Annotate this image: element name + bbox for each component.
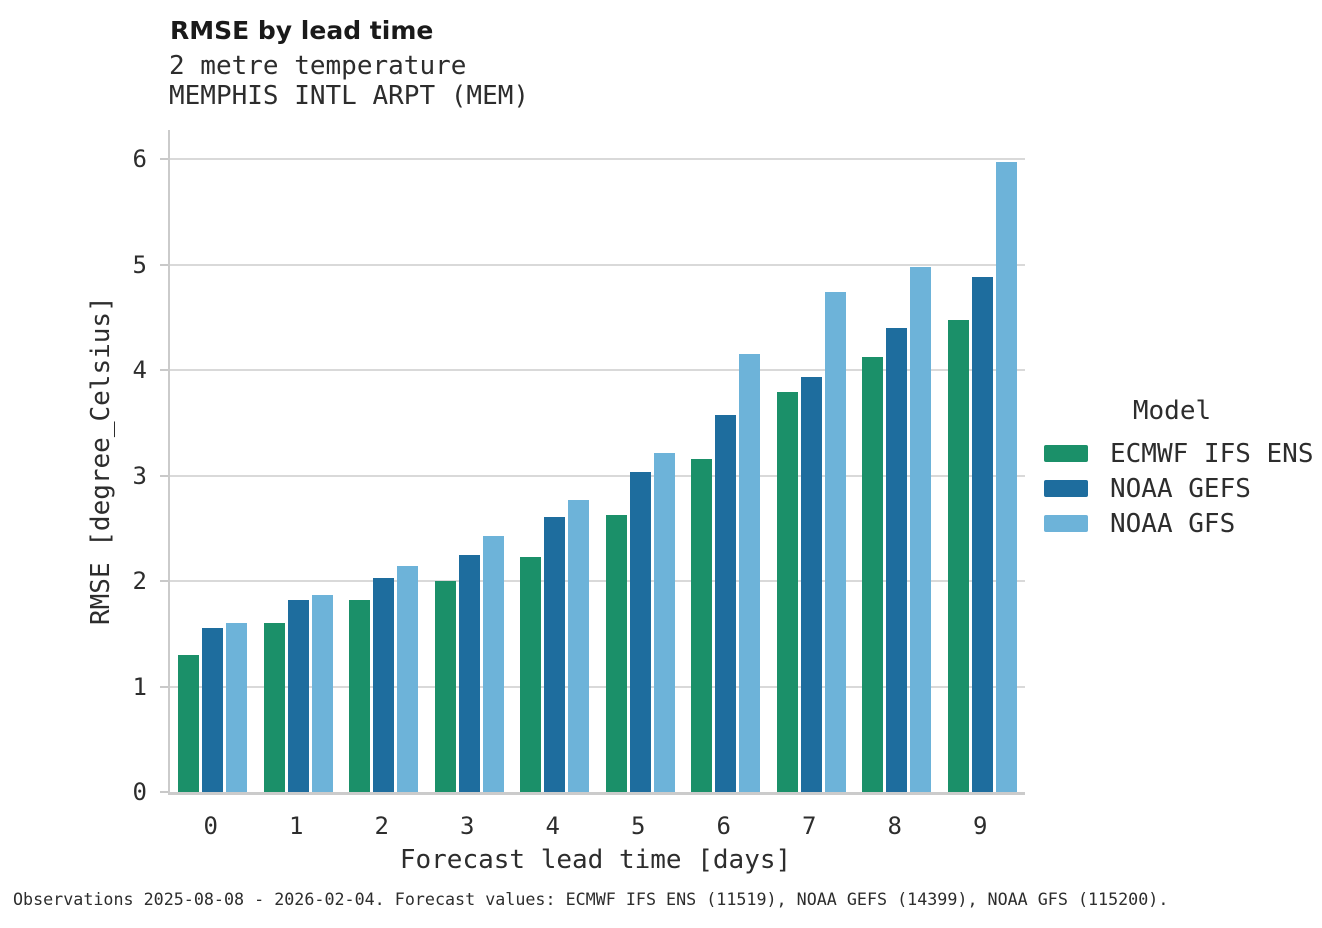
x-tick-labels: 0 1 2 3 4 5 6 7 8 9	[168, 812, 1023, 840]
y-tick-mark-6	[160, 158, 168, 160]
bar-noaa-gfs-day-2	[397, 566, 419, 792]
y-tick-label-4: 4	[132, 356, 147, 384]
gridline-y-5	[170, 263, 1025, 266]
legend-entries: ECMWF IFS ENS NOAA GEFS NOAA GFS	[1044, 436, 1314, 541]
bar-noaa-gfs-day-5	[653, 453, 675, 792]
legend-title: Model	[1132, 396, 1212, 426]
bar-ecmwf-ifs-ens-day-8	[862, 357, 883, 792]
chart-title: RMSE by lead time	[170, 16, 434, 45]
bar-noaa-gfs-day-4	[568, 499, 590, 792]
y-tick-label-1: 1	[132, 672, 147, 701]
bar-noaa-gfs-day-9	[995, 162, 1017, 792]
legend-entry-noaa-gfs: NOAA GFS	[1044, 506, 1300, 541]
legend-entry-noaa-gefs: NOAA GEFS	[1044, 471, 1300, 506]
y-tick-mark-0	[160, 791, 168, 793]
gridline-y-4	[170, 369, 1025, 371]
x-tick-label-8: 8	[887, 812, 902, 840]
legend-entry-ecmwf-ifs-ens: ECMWF IFS ENS	[1044, 436, 1314, 471]
y-tick-mark-5	[160, 263, 168, 266]
bar-noaa-gfs-day-3	[482, 535, 504, 792]
bar-ecmwf-ifs-ens-day-1	[263, 623, 285, 792]
chart-subtitle: 2 metre temperature MEMPHIS INTL ARPT (M…	[169, 51, 530, 111]
y-tick-mark-3	[160, 474, 168, 477]
bar-ecmwf-ifs-ens-day-9	[947, 320, 969, 792]
plot-area	[168, 130, 1025, 795]
bar-noaa-gfs-day-0	[226, 623, 248, 792]
x-axis-label: Forecast lead time [days]	[399, 845, 792, 875]
bar-noaa-gefs-day-5	[629, 472, 651, 792]
bar-noaa-gfs-day-6	[739, 354, 761, 792]
gridline-y-3	[170, 474, 1025, 477]
bar-noaa-gefs-day-1	[287, 600, 309, 792]
bar-noaa-gfs-day-8	[910, 266, 932, 792]
x-tick-label-2: 2	[374, 812, 389, 840]
chart-subtitle-line-1: 2 metre temperature	[169, 51, 467, 81]
bar-noaa-gefs-day-8	[886, 327, 908, 792]
legend-label-noaa-gefs: NOAA GEFS	[1110, 473, 1251, 504]
bar-noaa-gfs-day-7	[824, 291, 846, 792]
bar-ecmwf-ifs-ens-day-4	[520, 556, 541, 792]
y-tick-mark-2	[160, 580, 168, 582]
bar-ecmwf-ifs-ens-day-3	[434, 581, 456, 792]
bar-noaa-gefs-day-3	[458, 554, 480, 792]
bar-ecmwf-ifs-ens-day-6	[691, 458, 712, 792]
x-tick-label-4: 4	[545, 812, 560, 840]
bar-noaa-gefs-day-6	[715, 415, 737, 792]
bar-noaa-gfs-day-1	[311, 594, 333, 792]
y-tick-mark-4	[160, 369, 168, 371]
bar-noaa-gefs-day-9	[971, 277, 993, 792]
x-tick-label-9: 9	[973, 812, 988, 840]
y-tick-label-3: 3	[132, 461, 147, 490]
y-tick-marks	[160, 130, 168, 793]
legend-label-noaa-gfs: NOAA GFS	[1110, 508, 1236, 539]
y-tick-label-6: 6	[132, 145, 147, 173]
y-tick-labels: 0 1 2 3 4 5 6	[0, 130, 147, 805]
gridline-y-6	[170, 158, 1025, 160]
bar-noaa-gefs-day-7	[800, 377, 822, 792]
chart-subtitle-line-2: MEMPHIS INTL ARPT (MEM)	[169, 80, 530, 111]
legend-label-ecmwf-ifs-ens: ECMWF IFS ENS	[1110, 438, 1314, 469]
y-tick-label-2: 2	[132, 567, 147, 595]
x-tick-label-0: 0	[203, 812, 218, 840]
legend-swatch-noaa-gfs	[1044, 515, 1088, 532]
x-tick-label-7: 7	[802, 812, 817, 840]
bar-noaa-gefs-day-4	[544, 516, 566, 792]
x-tick-label-1: 1	[289, 812, 304, 840]
gridline-y-2	[170, 580, 1025, 582]
legend: Model ECMWF IFS ENS NOAA GEFS NOAA GFS	[1044, 396, 1314, 541]
x-tick-label-5: 5	[631, 812, 646, 840]
y-tick-mark-1	[160, 685, 168, 688]
bar-ecmwf-ifs-ens-day-7	[776, 392, 798, 792]
y-tick-label-5: 5	[132, 250, 147, 279]
x-tick-label-6: 6	[716, 812, 731, 840]
bar-noaa-gefs-day-0	[202, 628, 224, 792]
bar-ecmwf-ifs-ens-day-2	[349, 600, 370, 792]
y-tick-label-0: 0	[132, 778, 147, 806]
gridline-y-1	[170, 685, 1025, 688]
legend-swatch-ecmwf-ifs-ens	[1044, 445, 1088, 462]
footer-caption: Observations 2025-08-08 - 2026-02-04. Fo…	[13, 889, 1169, 909]
bar-ecmwf-ifs-ens-day-5	[605, 514, 627, 792]
x-tick-label-3: 3	[460, 812, 475, 840]
bar-ecmwf-ifs-ens-day-0	[178, 654, 199, 792]
legend-swatch-noaa-gefs	[1044, 480, 1088, 497]
bar-noaa-gefs-day-2	[373, 577, 395, 792]
